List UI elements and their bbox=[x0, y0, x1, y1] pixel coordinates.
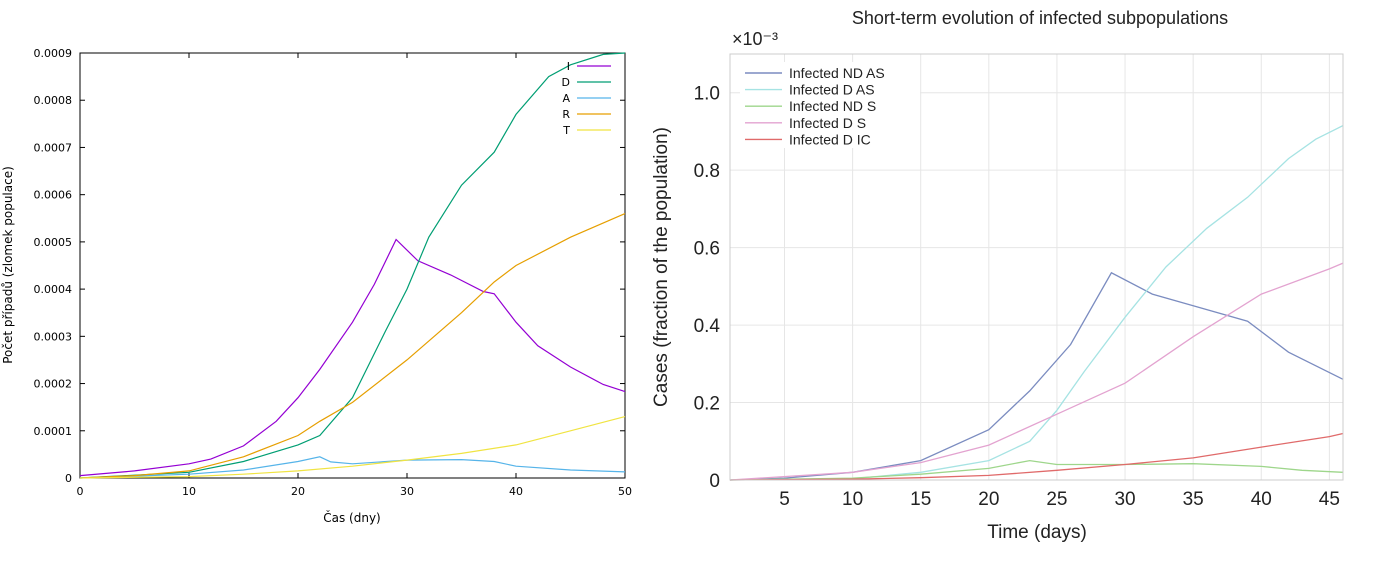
y-tick-label-left: 0.0006 bbox=[34, 189, 73, 202]
series-group-left bbox=[79, 52, 626, 479]
x-tick-label-right: 30 bbox=[1114, 489, 1135, 510]
y-tick-label-left: 0.0009 bbox=[34, 47, 73, 60]
chart-right: 5 10 15 20 25 30 35 40 45 0 0.2 0.4 0.6 0.8 1.0 Infect… bbox=[651, 8, 1344, 543]
chart-left: 0 10 20 30 40 50 0 0.0001 0.0002 0.0003 0.0004 0.00… bbox=[1, 47, 632, 525]
series-line-t bbox=[79, 416, 626, 479]
y-tick-label-left: 0.0003 bbox=[34, 330, 73, 343]
x-tick-label-right: 25 bbox=[1046, 489, 1067, 510]
x-axis-label-right: Time (days) bbox=[987, 522, 1087, 543]
legend-label-infected-d-ic: Infected D IC bbox=[789, 131, 871, 147]
y-tick-label-left: 0.0002 bbox=[34, 378, 73, 391]
legend-label-infected-nd-as: Infected ND AS bbox=[789, 65, 885, 81]
legend-label-infected-d-s: Infected D S bbox=[789, 115, 866, 131]
series-line-a bbox=[79, 456, 626, 479]
x-tick-label-left: 50 bbox=[618, 485, 632, 498]
series-line-infected-nd-s bbox=[729, 459, 1344, 481]
legend-label-r: R bbox=[562, 108, 570, 121]
series-line-r bbox=[79, 213, 626, 479]
y-tick-label-left: 0.0005 bbox=[34, 236, 73, 249]
series-group-right bbox=[729, 125, 1344, 481]
x-tick-label-right: 40 bbox=[1251, 489, 1272, 510]
x-tick-label-right: 35 bbox=[1183, 489, 1204, 510]
x-tick-label-right: 15 bbox=[910, 489, 931, 510]
x-tick-label-left: 0 bbox=[77, 485, 84, 498]
y-tick-label-right: 0 bbox=[709, 471, 720, 492]
legend-label-t: T bbox=[562, 124, 570, 137]
y-tick-label-right: 0.6 bbox=[694, 239, 720, 260]
y-tick-label-right: 0.2 bbox=[694, 394, 720, 415]
y-tick-label-left: 0.0007 bbox=[34, 141, 73, 154]
legend-label-infected-nd-s: Infected ND S bbox=[789, 98, 876, 114]
y-tick-label-left: 0 bbox=[65, 472, 72, 485]
x-tick-label-right: 45 bbox=[1319, 489, 1340, 510]
plot-frame-right bbox=[729, 53, 1344, 481]
legend-label-d: D bbox=[562, 76, 570, 89]
x-tick-label-right: 5 bbox=[779, 489, 790, 510]
chart-title-right: Short-term evolution of infected subpopu… bbox=[852, 8, 1228, 28]
axis-ticks-left: 0 10 20 30 40 50 0 0.0001 0.0002 0.0003 0.0004 0.00… bbox=[34, 47, 633, 498]
legend-label-a: A bbox=[562, 92, 570, 105]
y-tick-label-right: 1.0 bbox=[694, 84, 720, 105]
legend-label-i: I bbox=[567, 60, 570, 73]
x-axis-label-left: Čas (dny) bbox=[323, 510, 381, 525]
series-line-infected-d-ic bbox=[729, 432, 1344, 481]
series-line-infected-d-as bbox=[729, 125, 1344, 481]
y-multiplier-right: ×10⁻³ bbox=[732, 29, 778, 49]
x-tick-label-right: 20 bbox=[978, 489, 999, 510]
x-tick-label-left: 10 bbox=[182, 485, 196, 498]
y-tick-label-left: 0.0008 bbox=[34, 94, 73, 107]
x-tick-label-right: 10 bbox=[842, 489, 863, 510]
y-axis-label-right: Cases (fraction of the population) bbox=[651, 127, 672, 407]
y-tick-label-right: 0.8 bbox=[694, 161, 720, 182]
series-line-infected-d-s bbox=[729, 262, 1344, 481]
axis-ticks-right: 5 10 15 20 25 30 35 40 45 0 0.2 0.4 0.6 0.8 1.0 bbox=[694, 84, 1340, 510]
x-tick-label-left: 40 bbox=[509, 485, 523, 498]
legend-label-infected-d-as: Infected D AS bbox=[789, 82, 875, 98]
x-tick-label-left: 30 bbox=[400, 485, 414, 498]
y-tick-label-left: 0.0004 bbox=[34, 283, 73, 296]
series-line-d bbox=[79, 52, 626, 479]
y-axis-label-left: Počet případů (zlomek populace) bbox=[1, 166, 15, 364]
plot-frame-left bbox=[79, 52, 626, 479]
y-tick-label-right: 0.4 bbox=[694, 316, 721, 337]
x-tick-label-left: 20 bbox=[291, 485, 305, 498]
legend-box-right bbox=[740, 62, 920, 148]
series-line-i bbox=[79, 238, 626, 477]
y-tick-label-left: 0.0001 bbox=[34, 425, 73, 438]
